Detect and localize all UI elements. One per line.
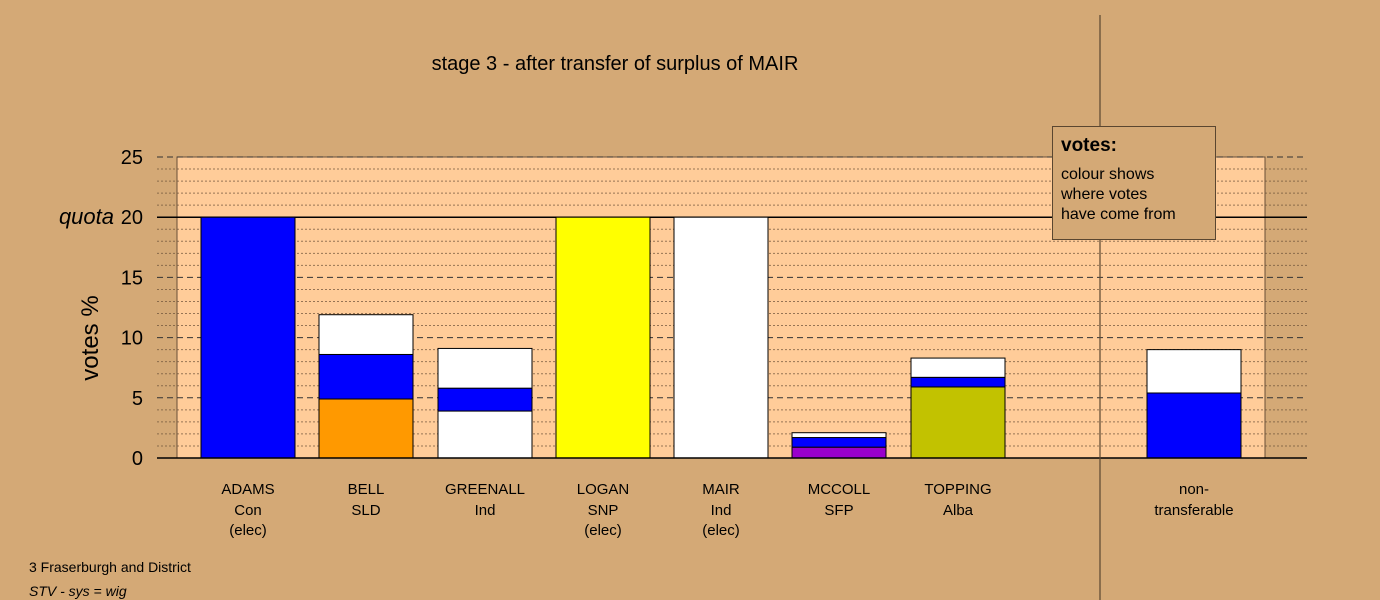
x-label-name: ADAMS <box>221 481 274 498</box>
bar-adams-segment <box>200 216 296 459</box>
bar-mccoll-segment <box>791 432 887 439</box>
x-label-name: BELL <box>348 481 385 498</box>
quota-label: quota <box>59 204 114 229</box>
x-label-name: TOPPING <box>924 481 991 498</box>
bar-greenall-segment <box>437 387 533 412</box>
legend-heading: votes: <box>1061 135 1117 156</box>
y-axis-label: votes % <box>77 295 104 380</box>
bar-nontransferable-segment <box>1146 392 1242 459</box>
x-label-status: (elec) <box>229 522 267 539</box>
y-tick-label: 20 <box>121 207 143 229</box>
bar-greenall-segment <box>437 347 533 389</box>
legend-box: votes: colour shows where votes have com… <box>1052 126 1216 240</box>
x-label-party: Ind <box>711 502 732 519</box>
x-label-status: (elec) <box>584 522 622 539</box>
x-label-name: LOGAN <box>577 481 630 498</box>
y-tick-label: 5 <box>132 388 143 410</box>
legend-line-1: colour shows <box>1061 166 1155 183</box>
bar-mair-segment <box>673 216 769 459</box>
bar-bell-segment <box>318 398 414 459</box>
bar-nontransferable-segment <box>1146 349 1242 394</box>
bar-topping-segment <box>910 386 1006 459</box>
x-label-name: GREENALL <box>445 481 525 498</box>
x-label-nontransferable-2: transferable <box>1154 502 1233 519</box>
x-label-party: Alba <box>943 502 974 519</box>
x-label-party: SNP <box>588 502 619 519</box>
bar-mccoll-segment <box>791 446 887 459</box>
legend-line-2: where votes <box>1061 186 1148 203</box>
x-label-name: MAIR <box>702 481 740 498</box>
x-label-nontransferable-1: non- <box>1179 481 1209 498</box>
x-label-party: SFP <box>824 502 853 519</box>
bar-greenall-segment <box>437 410 533 459</box>
x-label-party: Con <box>234 502 262 519</box>
bar-bell-segment <box>318 353 414 400</box>
bar-bell-segment <box>318 314 414 355</box>
x-label-status: (elec) <box>702 522 740 539</box>
y-tick-label: 0 <box>132 448 143 470</box>
chart-title: stage 3 - after transfer of surplus of M… <box>431 53 799 75</box>
x-label-party: SLD <box>351 502 380 519</box>
x-label-party: Ind <box>475 502 496 519</box>
y-tick-label: 15 <box>121 267 143 289</box>
bar-topping-segment <box>910 376 1006 388</box>
bar-mccoll-segment <box>791 437 887 448</box>
y-tick-label: 25 <box>121 147 143 169</box>
footer-system: STV - sys = wig <box>29 583 127 599</box>
bar-logan-segment <box>555 216 651 459</box>
bar-topping-segment <box>910 357 1006 378</box>
legend-line-3: have come from <box>1061 206 1176 223</box>
x-label-name: MCCOLL <box>808 481 871 498</box>
y-tick-label: 10 <box>121 328 143 350</box>
footer-area: 3 Fraserburgh and District <box>29 559 191 575</box>
